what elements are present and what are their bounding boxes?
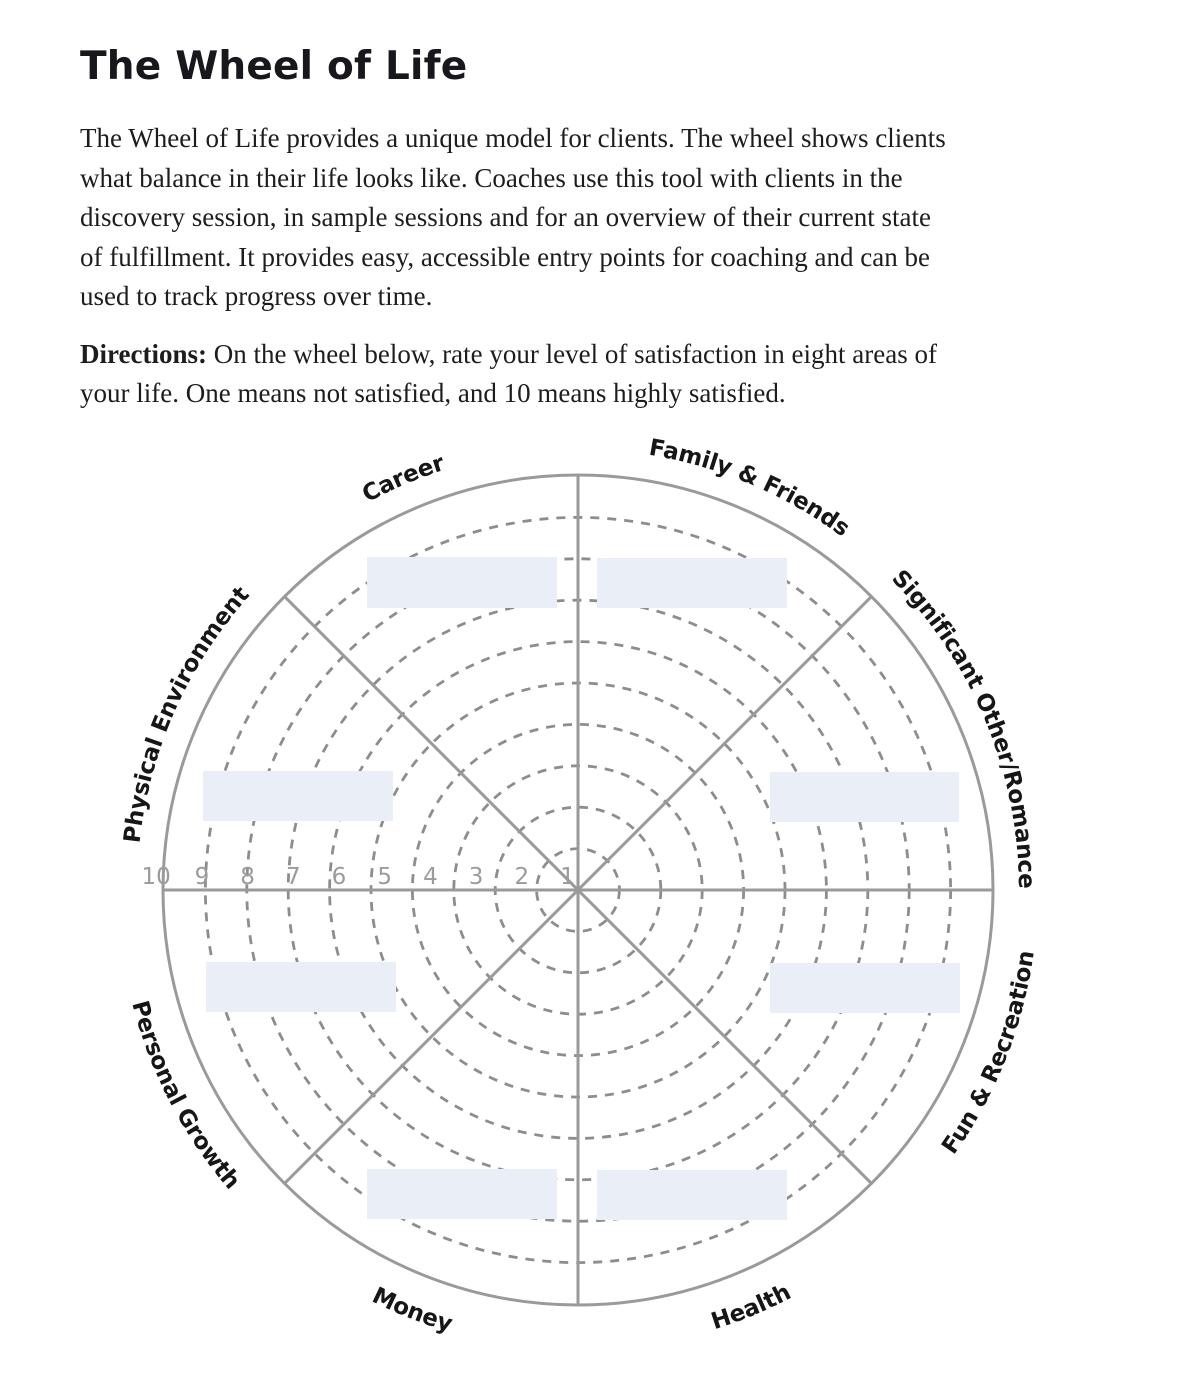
- wheel-ring-4: [410, 723, 746, 1058]
- wheel-ring-1: [535, 847, 621, 933]
- page-title: The Wheel of Life: [80, 44, 468, 89]
- sector-label-money: Money: [368, 1283, 455, 1338]
- rating-input-money[interactable]: [367, 1169, 557, 1219]
- scale-number-4: 4: [423, 864, 438, 890]
- rating-input-physical-environment[interactable]: [203, 771, 393, 821]
- rating-input-fun-recreation[interactable]: [770, 963, 960, 1013]
- sector-label-arc: [118, 878, 923, 1350]
- rating-input-personal-growth[interactable]: [206, 962, 396, 1012]
- directions-text: On the wheel below, rate your level of s…: [80, 338, 937, 409]
- directions-label: Directions:: [80, 338, 207, 369]
- wheel-ring-7: [286, 598, 870, 1182]
- sector-label-family-friends: Family & Friends: [647, 435, 854, 542]
- sector-label-career: Career: [358, 450, 448, 508]
- scale-number-1: 1: [560, 864, 575, 890]
- scale-number-3: 3: [469, 864, 484, 890]
- sector-label-arc: [137, 449, 901, 913]
- scale-number-8: 8: [240, 864, 255, 890]
- wheel-ring-6: [328, 640, 828, 1140]
- wheel-ring-9: [203, 516, 953, 1265]
- document-content: The Wheel of Life The Wheel of Life prov…: [0, 0, 1100, 414]
- scale-number-6: 6: [332, 864, 347, 890]
- scale-number-9: 9: [195, 864, 210, 890]
- rating-input-career[interactable]: [367, 557, 557, 608]
- wheel-ring-2: [493, 805, 663, 975]
- rating-input-family-friends[interactable]: [597, 558, 787, 608]
- sector-label-health: Health: [708, 1279, 795, 1335]
- rating-input-significant-other-romance[interactable]: [770, 772, 959, 822]
- sector-label-personal-growth: Personal Growth: [126, 998, 245, 1194]
- directions-paragraph: Directions: On the wheel below, rate you…: [80, 335, 1100, 414]
- sector-label-arc: [255, 449, 1019, 913]
- scale-number-7: 7: [286, 864, 301, 890]
- intro-paragraph: The Wheel of Life provides a unique mode…: [80, 123, 946, 311]
- rating-input-health[interactable]: [597, 1170, 787, 1220]
- wheel-ring-8: [245, 557, 911, 1223]
- scale-number-10: 10: [142, 864, 171, 890]
- sector-label-arc: [566, 545, 1038, 1350]
- scale-number-2: 2: [514, 864, 529, 890]
- sector-label-arc: [239, 870, 1038, 1350]
- wheel-spoke: [283, 595, 873, 1185]
- wheel-ring-5: [369, 681, 787, 1099]
- sector-label-significant-other-romance: Significant Other/Romance: [886, 565, 1039, 889]
- wheel-ring-3: [452, 764, 704, 1016]
- scale-number-5: 5: [377, 864, 392, 890]
- wheel-spoke: [283, 595, 873, 1185]
- wheel-outer-circle: [161, 473, 995, 1307]
